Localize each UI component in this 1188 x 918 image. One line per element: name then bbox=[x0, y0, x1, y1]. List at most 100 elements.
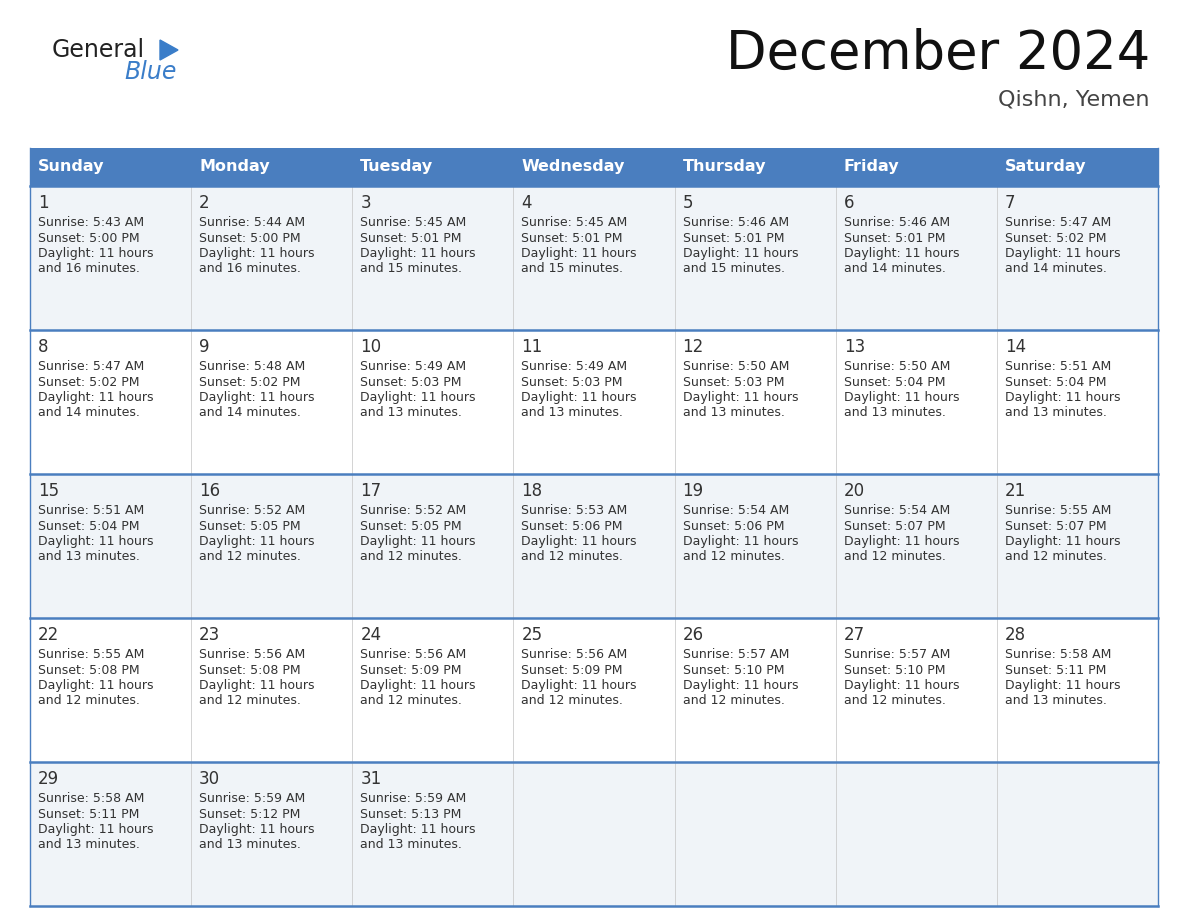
Bar bbox=[30, 618, 1158, 762]
Text: Wednesday: Wednesday bbox=[522, 160, 625, 174]
Text: Sunset: 5:10 PM: Sunset: 5:10 PM bbox=[683, 664, 784, 677]
Text: Daylight: 11 hours: Daylight: 11 hours bbox=[683, 679, 798, 692]
Text: 21: 21 bbox=[1005, 482, 1026, 500]
Text: and 12 minutes.: and 12 minutes. bbox=[38, 695, 140, 708]
Text: and 13 minutes.: and 13 minutes. bbox=[38, 551, 140, 564]
Text: 5: 5 bbox=[683, 194, 693, 212]
Text: and 13 minutes.: and 13 minutes. bbox=[522, 407, 624, 420]
Text: Sunset: 5:01 PM: Sunset: 5:01 PM bbox=[522, 231, 623, 244]
Text: 14: 14 bbox=[1005, 338, 1026, 356]
Text: Sunset: 5:12 PM: Sunset: 5:12 PM bbox=[200, 808, 301, 821]
Text: and 12 minutes.: and 12 minutes. bbox=[843, 551, 946, 564]
Text: Sunset: 5:11 PM: Sunset: 5:11 PM bbox=[1005, 664, 1106, 677]
Text: Daylight: 11 hours: Daylight: 11 hours bbox=[843, 679, 959, 692]
Text: and 13 minutes.: and 13 minutes. bbox=[1005, 407, 1107, 420]
Text: and 13 minutes.: and 13 minutes. bbox=[1005, 695, 1107, 708]
Text: Qishn, Yemen: Qishn, Yemen bbox=[998, 90, 1150, 110]
Polygon shape bbox=[160, 40, 178, 60]
Text: Sunset: 5:07 PM: Sunset: 5:07 PM bbox=[843, 520, 946, 532]
Text: Daylight: 11 hours: Daylight: 11 hours bbox=[843, 391, 959, 404]
Text: Sunrise: 5:55 AM: Sunrise: 5:55 AM bbox=[38, 648, 145, 661]
Text: Sunrise: 5:45 AM: Sunrise: 5:45 AM bbox=[522, 216, 627, 229]
Text: Sunrise: 5:58 AM: Sunrise: 5:58 AM bbox=[38, 792, 145, 805]
Text: and 12 minutes.: and 12 minutes. bbox=[1005, 551, 1107, 564]
Text: 11: 11 bbox=[522, 338, 543, 356]
Text: 16: 16 bbox=[200, 482, 220, 500]
Text: and 16 minutes.: and 16 minutes. bbox=[38, 263, 140, 275]
Text: Sunrise: 5:46 AM: Sunrise: 5:46 AM bbox=[843, 216, 950, 229]
Text: Daylight: 11 hours: Daylight: 11 hours bbox=[200, 247, 315, 260]
Text: 10: 10 bbox=[360, 338, 381, 356]
Text: 22: 22 bbox=[38, 626, 59, 644]
Text: Sunset: 5:09 PM: Sunset: 5:09 PM bbox=[360, 664, 462, 677]
Text: 8: 8 bbox=[38, 338, 49, 356]
Text: and 14 minutes.: and 14 minutes. bbox=[38, 407, 140, 420]
Bar bbox=[30, 330, 1158, 474]
Text: Daylight: 11 hours: Daylight: 11 hours bbox=[360, 247, 475, 260]
Text: Sunrise: 5:50 AM: Sunrise: 5:50 AM bbox=[683, 360, 789, 373]
Text: Sunrise: 5:57 AM: Sunrise: 5:57 AM bbox=[843, 648, 950, 661]
Text: 18: 18 bbox=[522, 482, 543, 500]
Text: Daylight: 11 hours: Daylight: 11 hours bbox=[360, 679, 475, 692]
Text: Daylight: 11 hours: Daylight: 11 hours bbox=[200, 391, 315, 404]
Text: Sunrise: 5:52 AM: Sunrise: 5:52 AM bbox=[360, 504, 467, 517]
Text: Sunset: 5:04 PM: Sunset: 5:04 PM bbox=[38, 520, 139, 532]
Text: Sunrise: 5:52 AM: Sunrise: 5:52 AM bbox=[200, 504, 305, 517]
Text: Sunrise: 5:54 AM: Sunrise: 5:54 AM bbox=[683, 504, 789, 517]
Text: 12: 12 bbox=[683, 338, 703, 356]
Text: Daylight: 11 hours: Daylight: 11 hours bbox=[360, 535, 475, 548]
Text: Daylight: 11 hours: Daylight: 11 hours bbox=[360, 391, 475, 404]
Text: General: General bbox=[52, 38, 145, 62]
Text: Sunset: 5:07 PM: Sunset: 5:07 PM bbox=[1005, 520, 1106, 532]
Text: Sunset: 5:08 PM: Sunset: 5:08 PM bbox=[38, 664, 140, 677]
Text: Sunrise: 5:49 AM: Sunrise: 5:49 AM bbox=[522, 360, 627, 373]
Text: Daylight: 11 hours: Daylight: 11 hours bbox=[522, 535, 637, 548]
Text: 25: 25 bbox=[522, 626, 543, 644]
Text: and 13 minutes.: and 13 minutes. bbox=[360, 407, 462, 420]
Text: Daylight: 11 hours: Daylight: 11 hours bbox=[200, 679, 315, 692]
Text: Sunset: 5:05 PM: Sunset: 5:05 PM bbox=[200, 520, 301, 532]
Text: Daylight: 11 hours: Daylight: 11 hours bbox=[1005, 679, 1120, 692]
Text: 30: 30 bbox=[200, 770, 220, 788]
Text: Sunrise: 5:44 AM: Sunrise: 5:44 AM bbox=[200, 216, 305, 229]
Text: Saturday: Saturday bbox=[1005, 160, 1086, 174]
Text: Daylight: 11 hours: Daylight: 11 hours bbox=[1005, 535, 1120, 548]
Text: 29: 29 bbox=[38, 770, 59, 788]
Text: Sunset: 5:05 PM: Sunset: 5:05 PM bbox=[360, 520, 462, 532]
Text: Sunrise: 5:48 AM: Sunrise: 5:48 AM bbox=[200, 360, 305, 373]
Text: Daylight: 11 hours: Daylight: 11 hours bbox=[843, 535, 959, 548]
Text: and 13 minutes.: and 13 minutes. bbox=[360, 838, 462, 852]
Text: Sunset: 5:09 PM: Sunset: 5:09 PM bbox=[522, 664, 623, 677]
Text: Daylight: 11 hours: Daylight: 11 hours bbox=[38, 823, 153, 836]
Text: Sunset: 5:02 PM: Sunset: 5:02 PM bbox=[200, 375, 301, 388]
Text: and 16 minutes.: and 16 minutes. bbox=[200, 263, 301, 275]
Text: 9: 9 bbox=[200, 338, 209, 356]
Text: Sunrise: 5:57 AM: Sunrise: 5:57 AM bbox=[683, 648, 789, 661]
Text: Sunrise: 5:47 AM: Sunrise: 5:47 AM bbox=[38, 360, 144, 373]
Text: 23: 23 bbox=[200, 626, 221, 644]
Text: December 2024: December 2024 bbox=[726, 28, 1150, 80]
Text: Sunset: 5:04 PM: Sunset: 5:04 PM bbox=[843, 375, 946, 388]
Text: and 12 minutes.: and 12 minutes. bbox=[522, 695, 624, 708]
Text: 6: 6 bbox=[843, 194, 854, 212]
Text: Sunrise: 5:59 AM: Sunrise: 5:59 AM bbox=[200, 792, 305, 805]
Text: and 13 minutes.: and 13 minutes. bbox=[843, 407, 946, 420]
Text: Sunrise: 5:50 AM: Sunrise: 5:50 AM bbox=[843, 360, 950, 373]
Text: Daylight: 11 hours: Daylight: 11 hours bbox=[522, 391, 637, 404]
Text: Sunset: 5:10 PM: Sunset: 5:10 PM bbox=[843, 664, 946, 677]
Text: 1: 1 bbox=[38, 194, 49, 212]
Text: Tuesday: Tuesday bbox=[360, 160, 434, 174]
Text: 28: 28 bbox=[1005, 626, 1026, 644]
Text: Sunset: 5:06 PM: Sunset: 5:06 PM bbox=[522, 520, 623, 532]
Text: 7: 7 bbox=[1005, 194, 1016, 212]
Text: and 12 minutes.: and 12 minutes. bbox=[200, 551, 301, 564]
Bar bbox=[30, 148, 1158, 186]
Text: and 14 minutes.: and 14 minutes. bbox=[1005, 263, 1107, 275]
Text: Sunset: 5:01 PM: Sunset: 5:01 PM bbox=[843, 231, 946, 244]
Text: Daylight: 11 hours: Daylight: 11 hours bbox=[38, 535, 153, 548]
Text: 20: 20 bbox=[843, 482, 865, 500]
Text: and 14 minutes.: and 14 minutes. bbox=[843, 263, 946, 275]
Bar bbox=[30, 186, 1158, 330]
Text: and 15 minutes.: and 15 minutes. bbox=[683, 263, 784, 275]
Text: Sunrise: 5:43 AM: Sunrise: 5:43 AM bbox=[38, 216, 144, 229]
